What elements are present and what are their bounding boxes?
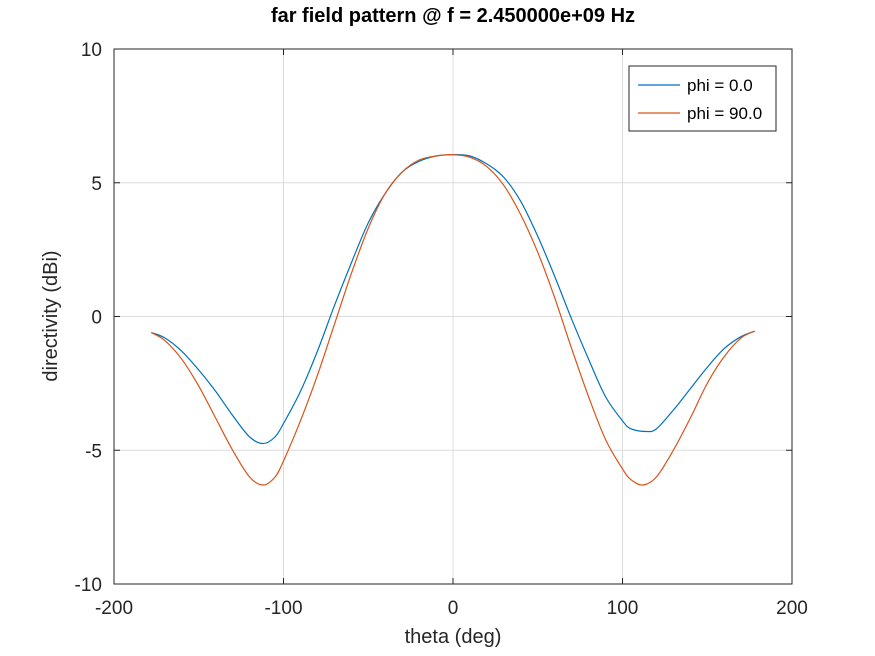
legend-label-phi-0: phi = 0.0 (687, 76, 753, 95)
x-axis-label: theta (deg) (405, 626, 502, 648)
grid-lines (114, 49, 792, 584)
y-axis-label: directivity (dBi) (40, 250, 62, 381)
y-tick-label: 10 (81, 40, 102, 61)
y-tick-label: -5 (85, 441, 102, 462)
y-tick-label: 5 (91, 174, 102, 195)
legend-box (628, 65, 777, 132)
x-tick-label: 100 (607, 598, 639, 619)
y-tick-label: -10 (75, 575, 102, 596)
series-layer (150, 154, 755, 486)
legend-label-phi-90: phi = 90.0 (687, 104, 762, 123)
x-tick-label: 200 (776, 598, 808, 619)
axis-ticks: -200 -100 0 100 200 -10 -5 0 5 10 (75, 40, 808, 619)
x-tick-label: -100 (264, 598, 302, 619)
y-tick-label: 0 (91, 308, 102, 329)
x-tick-label: -200 (95, 598, 133, 619)
series-line-1 (150, 154, 755, 486)
legend: phi = 0.0 phi = 90.0 (628, 65, 777, 132)
x-tick-label: 0 (448, 598, 459, 619)
chart-title: far field pattern @ f = 2.450000e+09 Hz (271, 5, 635, 27)
